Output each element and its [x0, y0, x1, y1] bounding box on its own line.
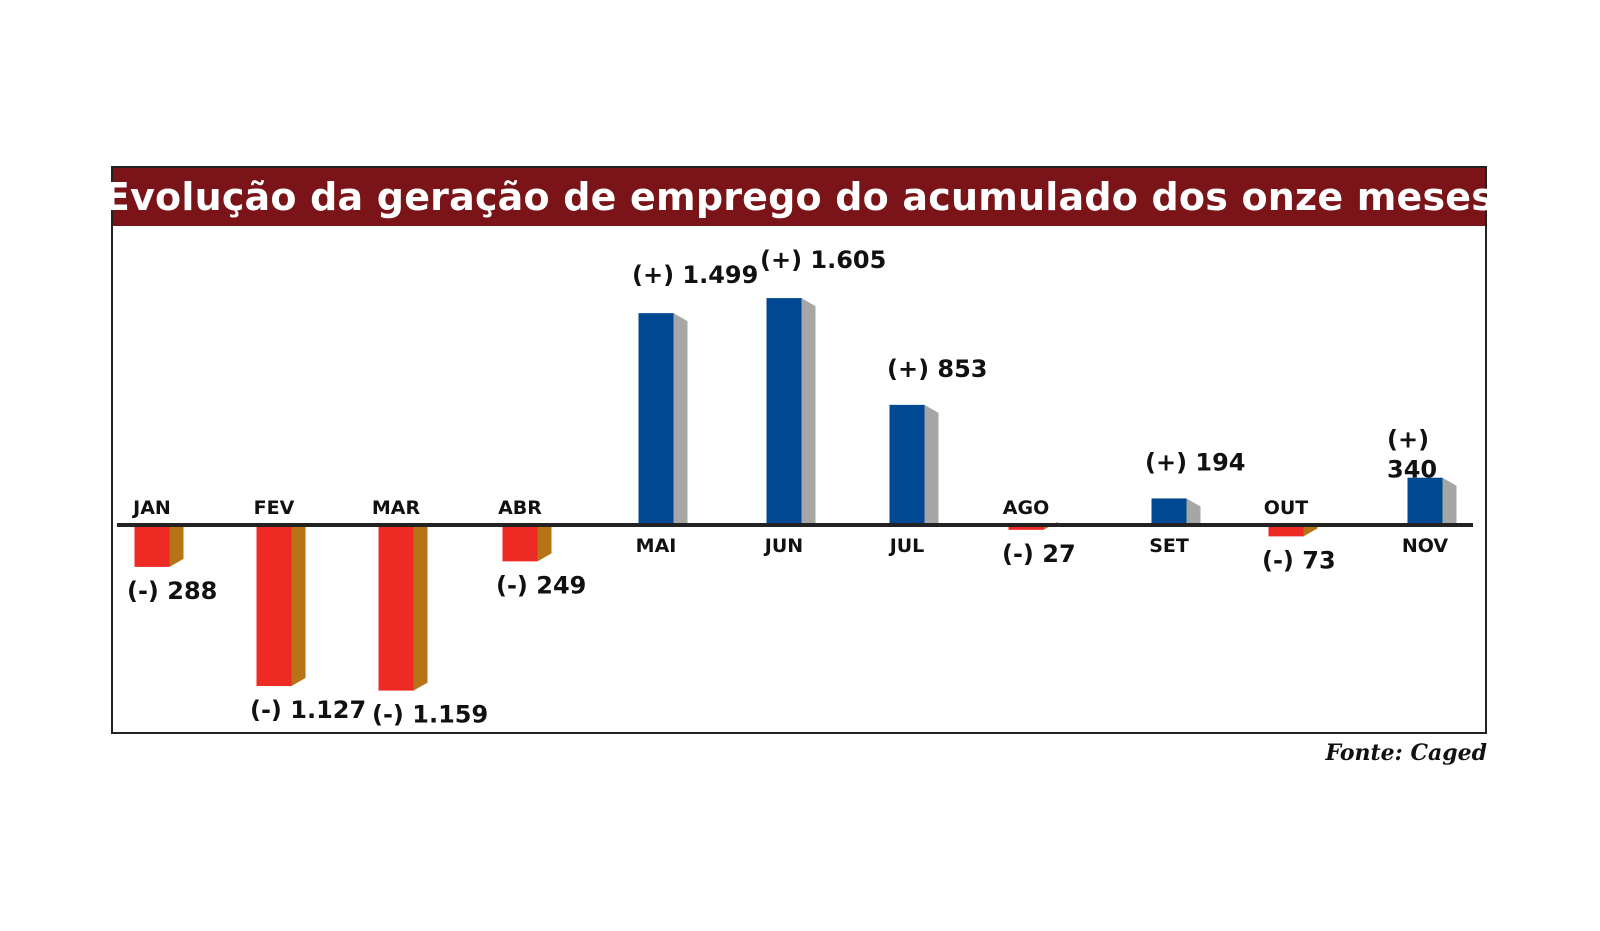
value-label-mar: (-) 1.159 — [372, 701, 488, 729]
value-label-abr: (-) 249 — [496, 571, 586, 599]
value-label-out: (-) 73 — [1262, 546, 1336, 574]
source-note: Fonte: Caged — [1325, 740, 1487, 766]
month-label-jun: JUN — [763, 535, 803, 557]
month-label-jan: JAN — [131, 497, 171, 519]
bar-side-mar — [413, 526, 428, 691]
month-label-nov: NOV — [1402, 535, 1449, 557]
value-label-set: (+) 194 — [1145, 448, 1246, 476]
bar-side-fev — [291, 526, 306, 687]
bar-side-abr — [537, 526, 552, 562]
bar-nov — [1407, 477, 1443, 526]
bar-ago — [1008, 526, 1044, 530]
bar-side-jul — [924, 404, 939, 526]
chart-title: Evolução da geração de emprego do acumul… — [104, 168, 1494, 226]
bar-set — [1151, 498, 1187, 526]
bar-side-out — [1303, 526, 1318, 537]
bar-abr — [502, 526, 538, 562]
value-label-jun: (+) 1.605 — [760, 246, 886, 274]
value-label-fev: (-) 1.127 — [250, 696, 366, 724]
bar-jan — [134, 526, 170, 567]
value-label-jul: (+) 853 — [887, 355, 988, 383]
month-label-jul: JUL — [888, 535, 925, 557]
value-label-jan: (-) 288 — [127, 577, 217, 605]
value-label-nov: (+) 340 — [1387, 426, 1437, 484]
bar-side-nov — [1442, 477, 1457, 526]
chart-frame: Evolução da geração de emprego do acumul… — [104, 166, 1494, 734]
bar-mar — [378, 526, 414, 691]
month-label-abr: ABR — [498, 497, 542, 519]
month-label-fev: FEV — [254, 497, 295, 519]
month-label-mar: MAR — [372, 497, 421, 519]
bar-out — [1268, 526, 1304, 537]
bar-side-jan — [169, 526, 184, 567]
bar-jul — [889, 404, 925, 526]
bar-mai — [638, 313, 674, 526]
bar-jun — [766, 298, 802, 526]
bar-side-mai — [673, 313, 688, 526]
month-label-out: OUT — [1264, 497, 1309, 519]
bar-side-set — [1186, 498, 1201, 526]
bar-fev — [256, 526, 292, 687]
value-label-ago: (-) 27 — [1002, 540, 1076, 568]
bar-side-ago — [1043, 521, 1058, 530]
value-label-mai: (+) 1.499 — [632, 261, 758, 289]
bar-chart: JAN FEV MAR ABR MAI JUN JUL AGO SET OUT NOV (-) 288… — [117, 246, 1473, 729]
month-label-ago: AGO — [1003, 497, 1049, 519]
bar-side-jun — [801, 298, 816, 526]
month-label-set: SET — [1149, 535, 1189, 557]
month-label-mai: MAI — [636, 535, 677, 557]
